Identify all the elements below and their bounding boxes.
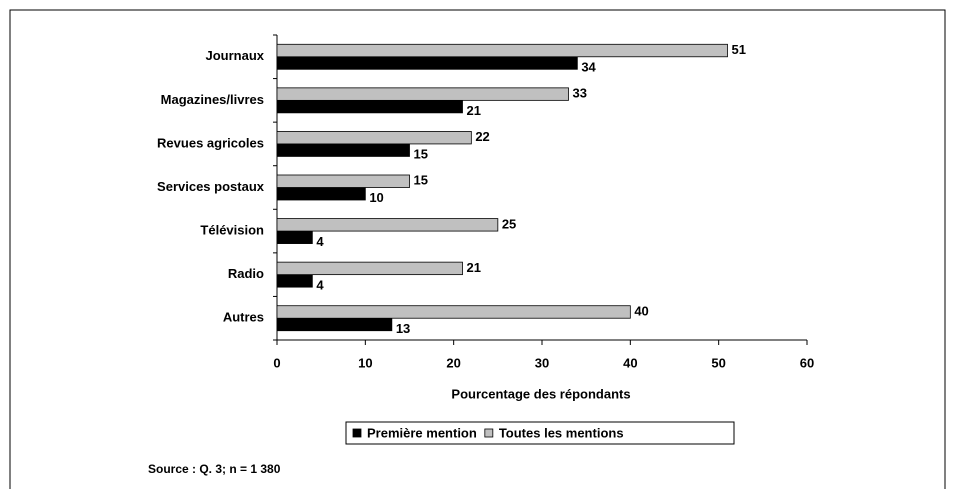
value-label: 34 — [581, 59, 596, 74]
value-label: 22 — [475, 129, 489, 144]
value-label: 51 — [732, 42, 746, 57]
bar — [276, 174, 410, 188]
bar — [276, 261, 463, 276]
bar — [276, 230, 313, 244]
legend-swatch — [484, 428, 494, 438]
value-label: 4 — [316, 277, 324, 292]
x-tick-label: 30 — [535, 355, 549, 370]
value-label: 21 — [467, 103, 481, 118]
bar — [276, 317, 393, 332]
x-tick-label: 10 — [358, 355, 372, 370]
frame — [9, 9, 946, 489]
bar — [276, 43, 728, 58]
value-label: 33 — [573, 86, 587, 101]
value-label: 10 — [369, 190, 383, 205]
bar — [276, 131, 472, 145]
y-tick-label: Journaux — [205, 48, 264, 63]
x-tick-label: 40 — [623, 355, 637, 370]
bar — [276, 218, 499, 232]
x-tick-label: 60 — [800, 355, 814, 370]
value-label: 13 — [396, 321, 410, 336]
legend-label: Toutes les mentions — [499, 425, 624, 440]
y-tick-label: Services postaux — [157, 179, 265, 194]
bar — [276, 274, 313, 288]
value-label: 15 — [414, 147, 428, 162]
legend-label: Première mention — [367, 425, 477, 440]
x-axis-label: Pourcentage des répondants — [451, 386, 630, 401]
x-tick-label: 20 — [446, 355, 460, 370]
bar — [276, 99, 463, 114]
value-label: 21 — [467, 260, 481, 275]
y-tick-label: Autres — [223, 310, 264, 325]
value-label: 40 — [634, 303, 648, 318]
source-note: Source : Q. 3; n = 1 380 — [148, 462, 281, 476]
value-label: 25 — [502, 216, 516, 231]
y-tick-label: Magazines/livres — [161, 92, 264, 107]
y-tick-label: Radio — [228, 266, 264, 281]
bar — [276, 87, 569, 101]
value-label: 15 — [414, 173, 428, 188]
bar — [276, 305, 631, 319]
x-tick-label: 0 — [273, 355, 280, 370]
bar — [276, 143, 410, 157]
legend-swatch — [352, 428, 362, 438]
bar — [276, 187, 366, 201]
legend-box — [345, 421, 735, 445]
value-label: 4 — [316, 234, 324, 249]
bar — [276, 56, 578, 70]
y-tick-label: Télévision — [200, 223, 264, 238]
y-tick-label: Revues agricoles — [157, 135, 264, 150]
x-tick-label: 50 — [711, 355, 725, 370]
